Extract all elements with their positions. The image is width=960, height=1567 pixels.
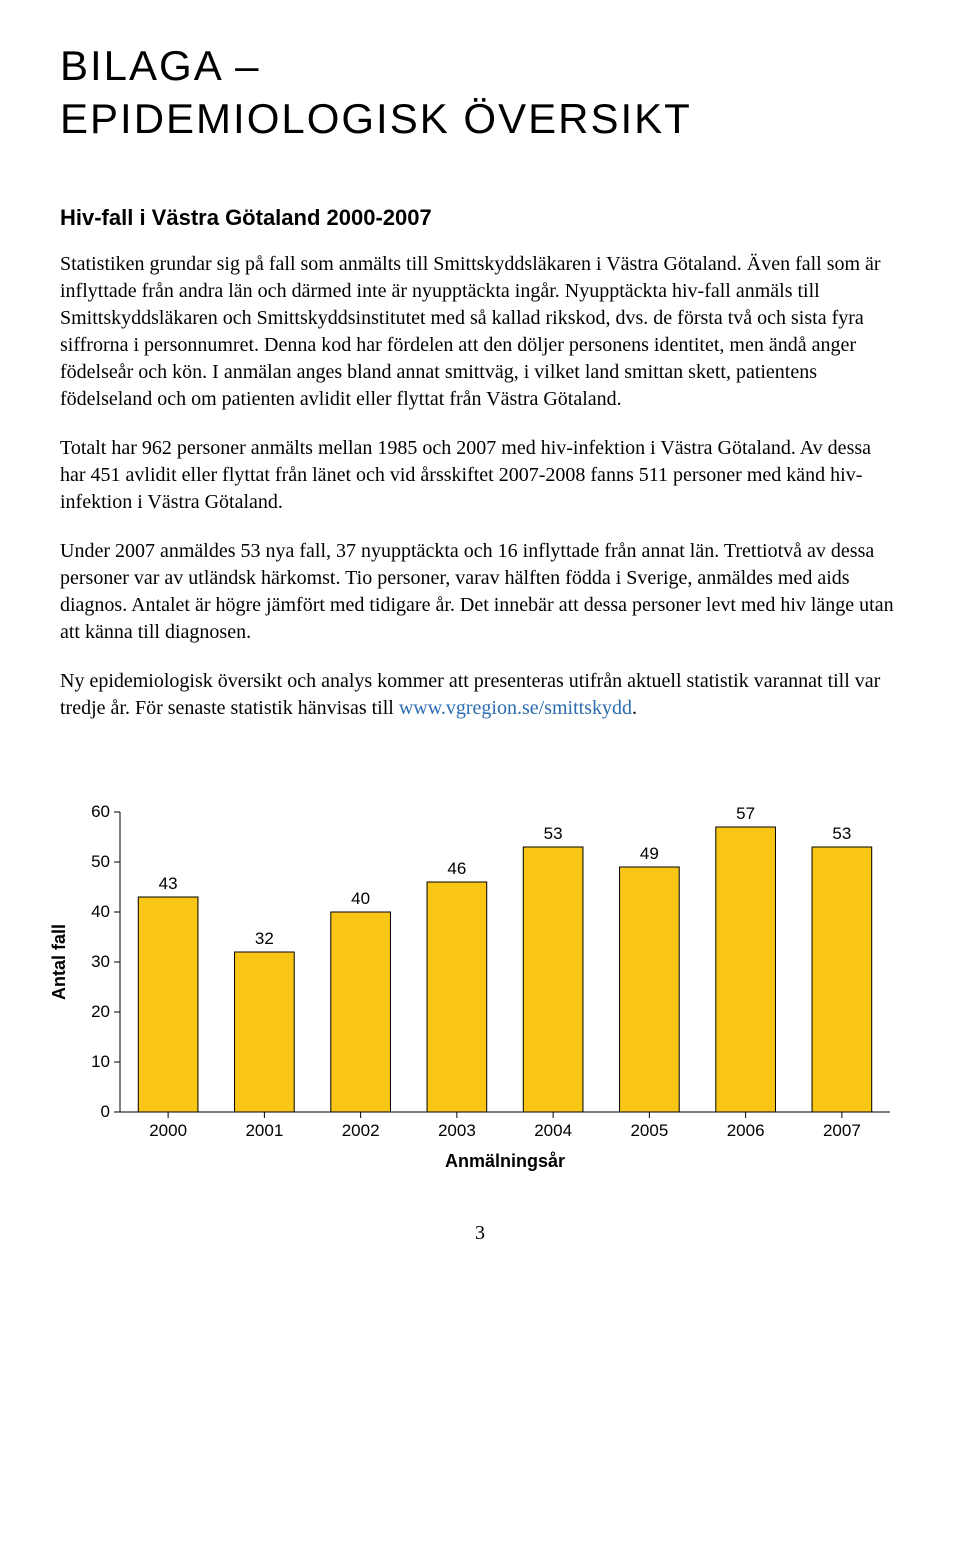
body-text: Statistiken grundar sig på fall som anmä… (60, 251, 900, 722)
bar-value-label: 43 (159, 874, 178, 893)
svg-text:30: 30 (91, 952, 110, 971)
bar (716, 827, 776, 1112)
bar-value-label: 32 (255, 929, 274, 948)
bar-value-label: 57 (736, 804, 755, 823)
paragraph-3: Under 2007 anmäldes 53 nya fall, 37 nyup… (60, 538, 900, 646)
bar (331, 912, 391, 1112)
x-tick-label: 2002 (342, 1121, 380, 1140)
bar-value-label: 40 (351, 889, 370, 908)
title-line2: EPIDEMIOLOGISK ÖVERSIKT (60, 95, 692, 142)
page-title: BILAGA – EPIDEMIOLOGISK ÖVERSIKT (60, 40, 900, 145)
bar-chart: 0 10 20 30 40 50 60 43 32 40 46 53 49 57 53 2000 2001 200… (40, 782, 900, 1182)
x-tick-label: 2000 (149, 1121, 187, 1140)
svg-text:60: 60 (91, 802, 110, 821)
svg-text:10: 10 (91, 1052, 110, 1071)
bar-chart-svg: 0 10 20 30 40 50 60 43 32 40 46 53 49 57 53 2000 2001 200… (40, 782, 910, 1182)
page-number: 3 (60, 1222, 900, 1245)
paragraph-4-suffix: . (632, 697, 637, 719)
paragraph-1: Statistiken grundar sig på fall som anmä… (60, 251, 900, 413)
bar-value-label: 53 (544, 824, 563, 843)
svg-text:50: 50 (91, 852, 110, 871)
bar (523, 847, 583, 1112)
subtitle: Hiv-fall i Västra Götaland 2000-2007 (60, 205, 900, 231)
link-smittskydd[interactable]: www.vgregion.se/smittskydd (399, 697, 632, 719)
bar (427, 882, 487, 1112)
paragraph-4: Ny epidemiologisk översikt och analys ko… (60, 668, 900, 722)
y-axis-label: Antal fall (49, 924, 69, 1000)
x-tick-label: 2004 (534, 1121, 572, 1140)
x-tick-label: 2005 (630, 1121, 668, 1140)
x-axis-label: Anmälningsår (445, 1151, 565, 1171)
bar-value-label: 46 (447, 859, 466, 878)
title-line1: BILAGA – (60, 42, 260, 89)
bar (620, 867, 680, 1112)
x-tick-label: 2001 (245, 1121, 283, 1140)
paragraph-2: Totalt har 962 personer anmälts mellan 1… (60, 435, 900, 516)
x-tick-label: 2003 (438, 1121, 476, 1140)
bar (138, 897, 198, 1112)
bar-value-label: 49 (640, 844, 659, 863)
bar (812, 847, 872, 1112)
svg-text:0: 0 (101, 1102, 110, 1121)
svg-text:40: 40 (91, 902, 110, 921)
x-tick-label: 2006 (727, 1121, 765, 1140)
bar-value-label: 53 (832, 824, 851, 843)
x-tick-label: 2007 (823, 1121, 861, 1140)
bar (235, 952, 295, 1112)
svg-text:20: 20 (91, 1002, 110, 1021)
